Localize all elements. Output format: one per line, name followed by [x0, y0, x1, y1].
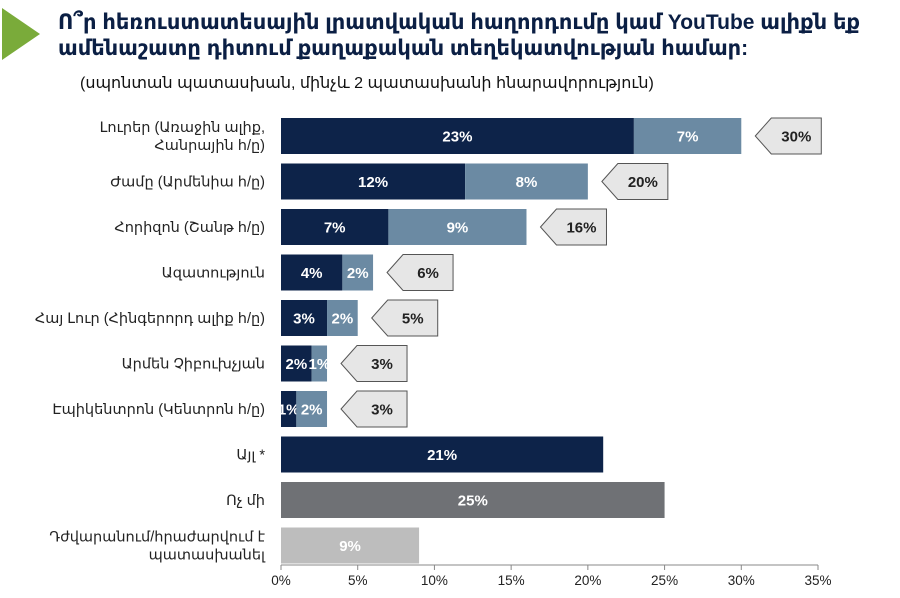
- x-tick-label: 35%: [804, 573, 831, 588]
- total-label: 30%: [781, 129, 811, 146]
- category-label: Այլ *: [236, 448, 265, 464]
- x-tick-label: 30%: [728, 573, 755, 588]
- bar-value-label: 21%: [427, 447, 457, 464]
- x-tick-label: 25%: [651, 573, 678, 588]
- category-label: Հորիզոն (Շանթ հ/ը): [114, 220, 265, 236]
- x-tick-label: 15%: [498, 573, 525, 588]
- green-arrow-icon: [2, 8, 40, 60]
- bar-value-label: 7%: [677, 129, 699, 146]
- bar-segment-first: [281, 527, 420, 564]
- bar-segment-first: [281, 118, 634, 154]
- bar-value-label: 2%: [285, 356, 307, 373]
- bar-segment-second: [633, 118, 742, 154]
- bar-segment-first: [281, 436, 604, 473]
- bar-segment-first: [281, 300, 328, 336]
- chart-title: Ո՞ր հեռուստատեսային լրատվական հաղորդումը…: [58, 11, 861, 60]
- category-label: Էպիկենտրոն (Կենտրոն հ/ը): [52, 402, 265, 418]
- bar-segment-first: [281, 254, 343, 291]
- total-label: 6%: [417, 265, 439, 282]
- bar-value-label: 2%: [332, 311, 354, 328]
- category-label: Հայ Լուր (Հինգերորդ ալիք հ/ը): [35, 311, 265, 327]
- category-label: Դժվարանում/հրաժարվում է պատասխանել: [49, 530, 266, 564]
- bar-segment-second: [342, 254, 374, 291]
- bar-segment-first: [281, 391, 297, 427]
- bar-value-label: 7%: [324, 220, 346, 237]
- total-callout: [371, 299, 439, 337]
- x-tick-label: 20%: [574, 573, 601, 588]
- category-label: Լուրեր (Առաջին ալիք, Հանրային հ/ը): [100, 120, 265, 154]
- bar-value-label: 12%: [358, 174, 388, 191]
- bar-segment-second: [311, 345, 328, 382]
- bar-segment-first: [281, 209, 389, 245]
- bar-segment-second: [327, 300, 358, 336]
- total-label: 3%: [371, 402, 393, 419]
- total-callout: [601, 163, 669, 200]
- bar-value-label: 2%: [347, 265, 369, 282]
- bar-value-label: 25%: [458, 493, 488, 510]
- total-label: 5%: [402, 311, 424, 328]
- total-callout: [340, 390, 408, 428]
- bar-value-label: 3%: [293, 311, 315, 328]
- bar-value-label: 4%: [301, 265, 323, 282]
- bar-value-label: 1%: [309, 356, 331, 373]
- bar-segment-second: [388, 209, 527, 245]
- bar-segment-first: [281, 482, 665, 518]
- category-label: Ազատություն: [162, 266, 265, 282]
- category-label: Ոչ մի: [226, 493, 265, 509]
- bar-value-label: 23%: [442, 129, 472, 146]
- total-label: 3%: [371, 356, 393, 373]
- bar-segment-second: [465, 163, 588, 200]
- total-callout: [754, 117, 822, 155]
- total-callout: [539, 208, 607, 246]
- bar-value-label: 9%: [339, 538, 361, 555]
- total-callout: [340, 345, 408, 382]
- bar-value-label: 8%: [516, 174, 538, 191]
- bar-segment-first: [281, 345, 312, 382]
- category-label: Արմեն Չիբուխչյան: [122, 357, 265, 373]
- bar-value-label: 9%: [447, 220, 469, 237]
- x-tick-label: 0%: [271, 573, 291, 588]
- x-tick-label: 5%: [348, 573, 368, 588]
- bar-value-label: 2%: [301, 402, 323, 419]
- category-label: Ժամը (Արմենիա հ/ը): [110, 175, 265, 191]
- total-label: 20%: [628, 174, 658, 191]
- total-label: 16%: [566, 220, 596, 237]
- bar-segment-first: [281, 163, 466, 200]
- chart-subtitle: (սպոնտան պատասխան, մինչև 2 պատասխանի հնա…: [80, 75, 654, 92]
- bar-segment-second: [296, 391, 328, 427]
- x-tick-label: 10%: [421, 573, 448, 588]
- total-callout: [386, 254, 454, 291]
- bar-value-label: 1%: [278, 402, 300, 419]
